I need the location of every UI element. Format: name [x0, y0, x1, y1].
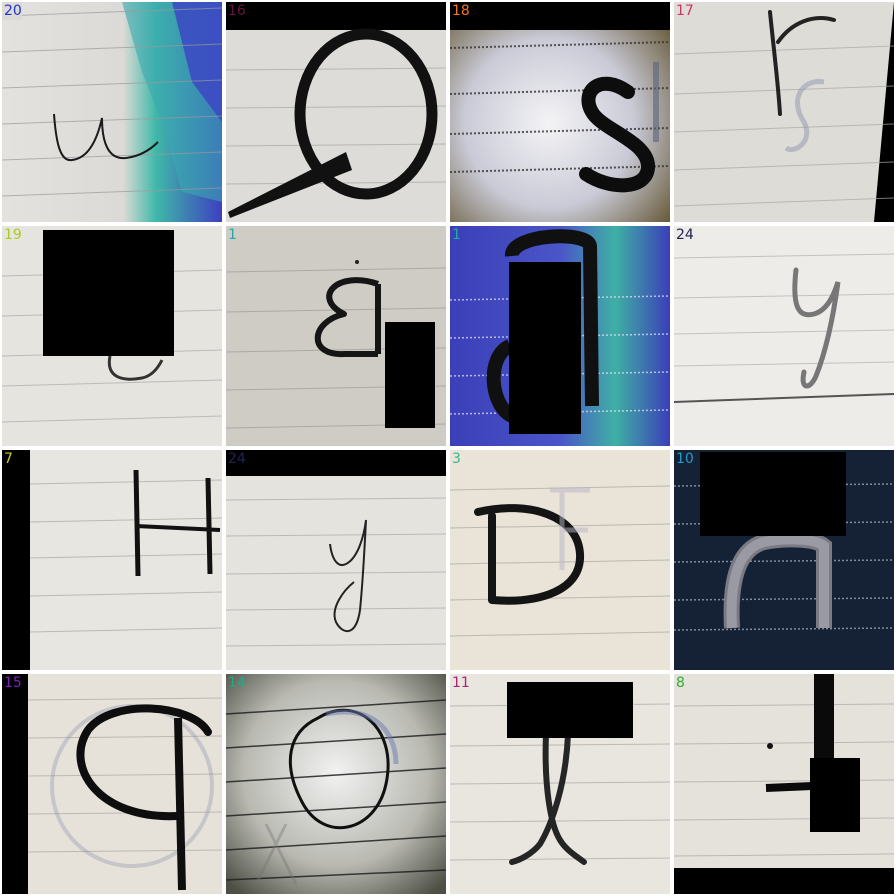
tile-label: 15	[4, 675, 22, 691]
tile-2: 16	[226, 2, 446, 222]
handwritten-H-image	[2, 450, 222, 670]
tile-1: 20	[2, 2, 222, 222]
tile-9: 7	[2, 450, 222, 670]
handwritten-B-image	[226, 226, 446, 446]
handwritten-y-image	[674, 226, 894, 446]
handwritten-S-image	[450, 2, 670, 222]
tile-label: 11	[452, 675, 470, 691]
handwritten-l-image	[450, 674, 670, 894]
tile-label: 16	[228, 3, 246, 19]
handwritten-r-image	[674, 2, 894, 222]
tile-label: 24	[676, 227, 694, 243]
handwritten-B-image	[450, 226, 670, 446]
tile-label: 18	[452, 3, 470, 19]
tile-16: 8	[674, 674, 894, 894]
handwritten-n-image	[674, 450, 894, 670]
tile-10: 24	[226, 450, 446, 670]
tile-11: 3	[450, 450, 670, 670]
tile-7: 1	[450, 226, 670, 446]
tile-12: 10	[674, 450, 894, 670]
tile-label: 14	[228, 675, 246, 691]
tile-4: 17	[674, 2, 894, 222]
tile-15: 11	[450, 674, 670, 894]
handwritten-p-image	[2, 674, 222, 894]
tile-14: 14	[226, 674, 446, 894]
handwritten-D-image	[450, 450, 670, 670]
tile-label: 10	[676, 451, 694, 467]
handwritten-O-image	[226, 2, 446, 222]
tile-label: 8	[676, 675, 685, 691]
tile-label: 1	[228, 227, 237, 243]
handwritten-O-image	[226, 674, 446, 894]
tile-label: 1	[452, 227, 461, 243]
tile-label: 7	[4, 451, 13, 467]
tile-13: 15	[2, 674, 222, 894]
tile-label: 3	[452, 451, 461, 467]
tile-label: 20	[4, 3, 22, 19]
tile-3: 18	[450, 2, 670, 222]
tile-label: 24	[228, 451, 246, 467]
handwritten-t-image	[674, 674, 894, 894]
tile-8: 24	[674, 226, 894, 446]
tile-label: 19	[4, 227, 22, 243]
tile-6: 1	[226, 226, 446, 446]
tile-5: 19	[2, 226, 222, 446]
handwritten-u-image	[2, 2, 222, 222]
tile-label: 17	[676, 3, 694, 19]
handwritten-c-image	[2, 226, 222, 446]
handwritten-y-image	[226, 450, 446, 670]
